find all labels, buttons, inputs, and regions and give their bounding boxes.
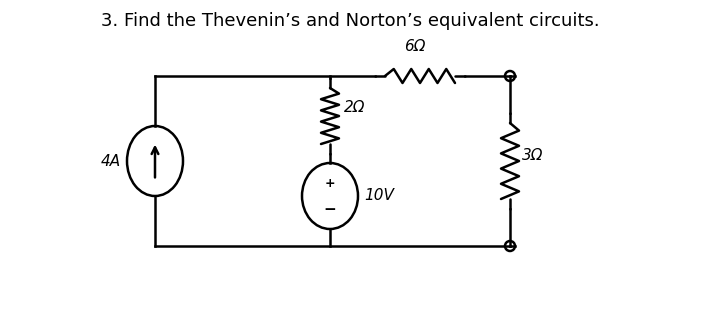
Text: +: + [325,177,335,190]
Text: 2Ω: 2Ω [344,100,365,115]
Text: 4A: 4A [101,154,121,169]
Text: 3. Find the Thevenin’s and Norton’s equivalent circuits.: 3. Find the Thevenin’s and Norton’s equi… [101,12,600,30]
Text: 10V: 10V [364,188,394,203]
Text: 3Ω: 3Ω [522,148,543,164]
Text: 6Ω: 6Ω [404,39,426,54]
Text: −: − [324,202,336,217]
